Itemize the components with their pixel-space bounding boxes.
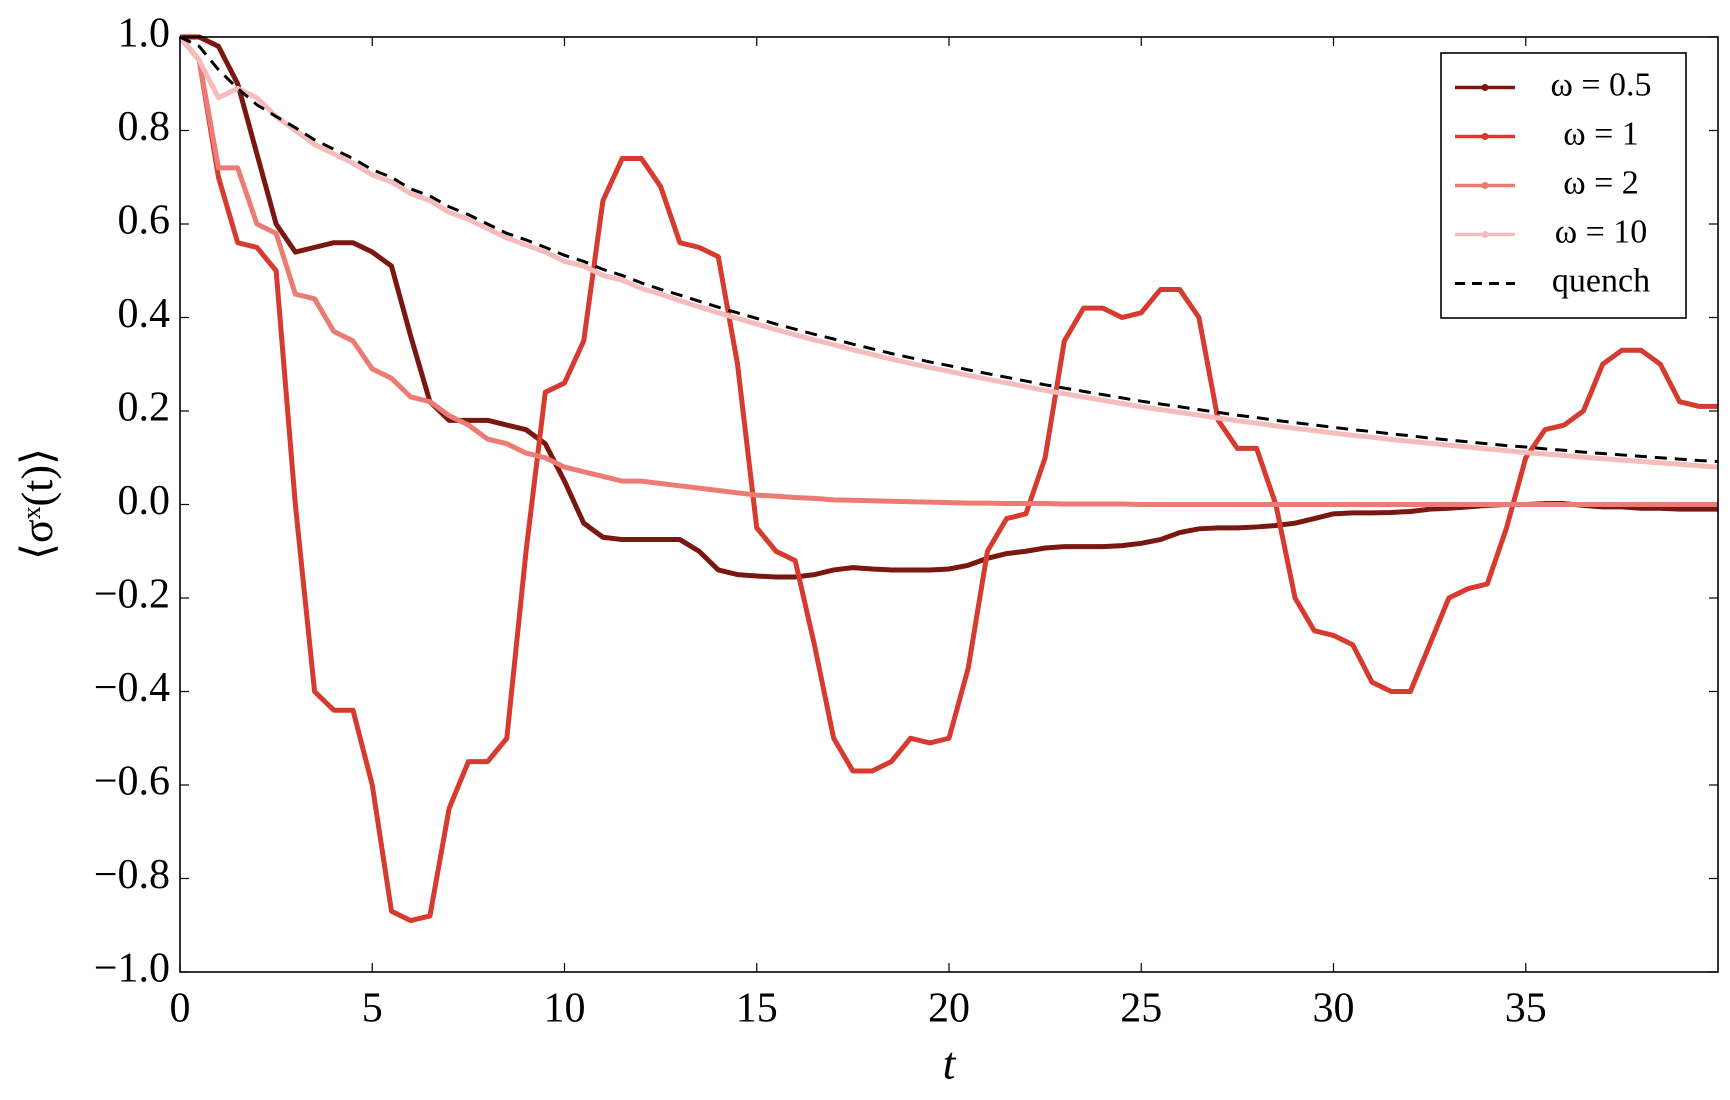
y-tick-label: 1.0 — [118, 11, 171, 57]
series-line — [180, 35, 1718, 470]
y-tick-label: −0.8 — [94, 852, 170, 898]
x-tick-label: 20 — [928, 986, 970, 1032]
x-tick-label: 25 — [1120, 986, 1162, 1032]
y-tick-label: −0.6 — [94, 759, 170, 805]
series-line — [180, 35, 1718, 507]
legend-marker — [1481, 133, 1489, 140]
y-axis-label: ⟨σˣ(t)⟩ — [13, 448, 62, 560]
y-tick-label: 0.2 — [118, 385, 171, 431]
x-axis-label: t — [943, 1038, 957, 1089]
legend-label: ω = 0.5 — [1550, 66, 1651, 103]
plot-frame — [179, 36, 1719, 973]
legend-marker — [1481, 84, 1489, 91]
x-tick-label: 10 — [544, 986, 586, 1032]
y-tick-label: −0.2 — [94, 572, 170, 618]
x-tick-label: 15 — [736, 986, 778, 1032]
y-tick-label: −0.4 — [94, 665, 170, 711]
y-tick-label: 0.0 — [118, 478, 171, 524]
series-line — [180, 35, 1718, 924]
legend-label: ω = 1 — [1563, 115, 1639, 152]
x-tick-label: 35 — [1505, 986, 1547, 1032]
legend-label: ω = 2 — [1563, 164, 1639, 201]
y-tick-label: 0.4 — [118, 291, 171, 337]
y-tick-label: −1.0 — [94, 946, 170, 992]
x-tick-label: 5 — [362, 986, 383, 1032]
y-tick-label: 0.6 — [118, 198, 171, 244]
legend-marker — [1481, 182, 1489, 189]
legend-label: quench — [1552, 262, 1650, 299]
x-tick-label: 0 — [170, 986, 191, 1032]
y-tick-label: 0.8 — [118, 104, 171, 150]
legend-marker — [1481, 231, 1489, 238]
x-tick-label: 30 — [1313, 986, 1355, 1032]
series-line — [180, 35, 1718, 463]
legend-label: ω = 10 — [1555, 213, 1648, 250]
